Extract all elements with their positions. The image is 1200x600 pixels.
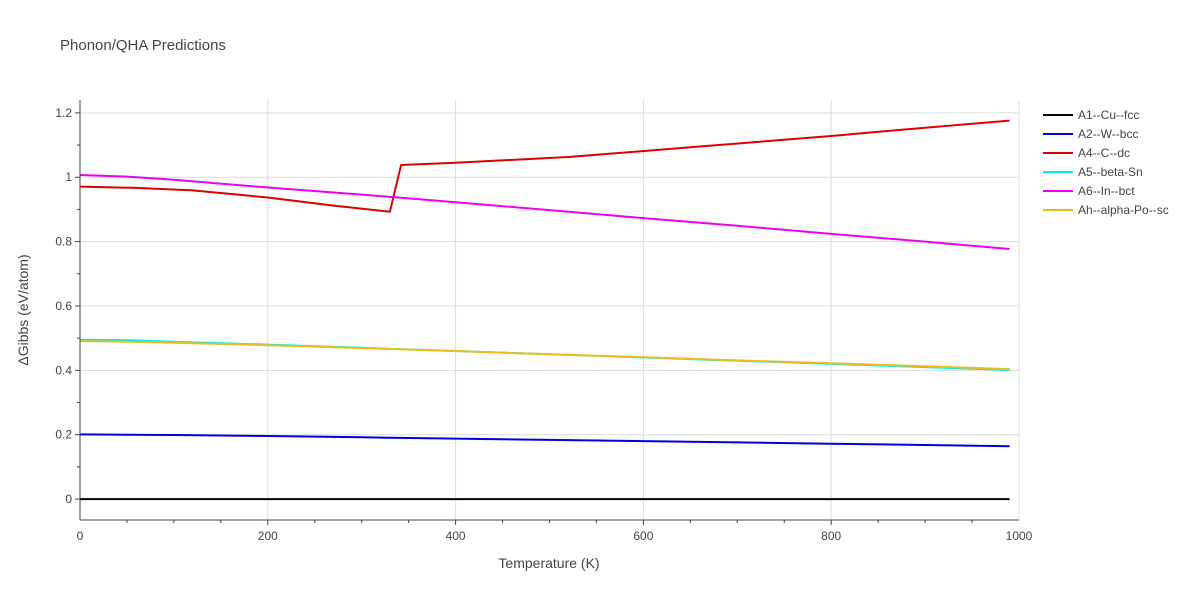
legend-item[interactable]: A4--C--dc: [1043, 146, 1130, 160]
x-tick-label: 200: [258, 529, 278, 543]
series-line-ah-alpha-po-sc: [79, 340, 1010, 371]
legend-item[interactable]: Ah--alpha-Po--sc: [1043, 203, 1169, 217]
x-tick-label: 0: [77, 529, 84, 543]
x-axis-title: Temperature (K): [498, 555, 599, 571]
legend-label: Ah--alpha-Po--sc: [1078, 203, 1169, 217]
x-axis-ticks: 0 200 400 600 800 1000: [77, 529, 1033, 543]
x-tick-label: 400: [446, 529, 466, 543]
legend-label: A5--beta-Sn: [1078, 165, 1143, 179]
y-axis-title: ΔGibbs (eV/atom): [15, 254, 31, 365]
y-tick-label: 0: [65, 492, 72, 506]
series-lines: [79, 119, 1010, 501]
x-tick-label: 600: [633, 529, 653, 543]
y-tick-label: 0.8: [55, 235, 72, 249]
legend-item[interactable]: A5--beta-Sn: [1043, 165, 1143, 179]
legend[interactable]: A1--Cu--fcc A2--W--bcc A4--C--dc A5--beta-S…: [1043, 108, 1169, 217]
y-tick-label: 0.6: [55, 299, 72, 313]
legend-label: A4--C--dc: [1078, 146, 1130, 160]
grid: [80, 100, 1020, 520]
legend-item[interactable]: A1--Cu--fcc: [1043, 108, 1139, 122]
legend-item[interactable]: A6--In--bct: [1043, 184, 1135, 198]
axes: [75, 100, 1019, 525]
chart-title: Phonon/QHA Predictions: [60, 37, 226, 54]
y-tick-label: 1.2: [55, 106, 72, 120]
legend-label: A6--In--bct: [1078, 184, 1135, 198]
series-line-a4-c-dc: [79, 119, 1010, 213]
legend-label: A2--W--bcc: [1078, 127, 1138, 141]
y-tick-label: 1: [65, 170, 72, 184]
legend-item[interactable]: A2--W--bcc: [1043, 127, 1138, 141]
y-tick-label: 0.2: [55, 428, 72, 442]
legend-label: A1--Cu--fcc: [1078, 108, 1139, 122]
series-line-a2-w-bcc: [79, 433, 1010, 448]
x-tick-label: 800: [821, 529, 841, 543]
y-axis-ticks: 0 0.2 0.4 0.6 0.8 1 1.2: [55, 106, 72, 506]
series-line-a6-in-bct: [79, 174, 1010, 250]
y-tick-label: 0.4: [55, 363, 72, 377]
x-tick-label: 1000: [1006, 529, 1033, 543]
